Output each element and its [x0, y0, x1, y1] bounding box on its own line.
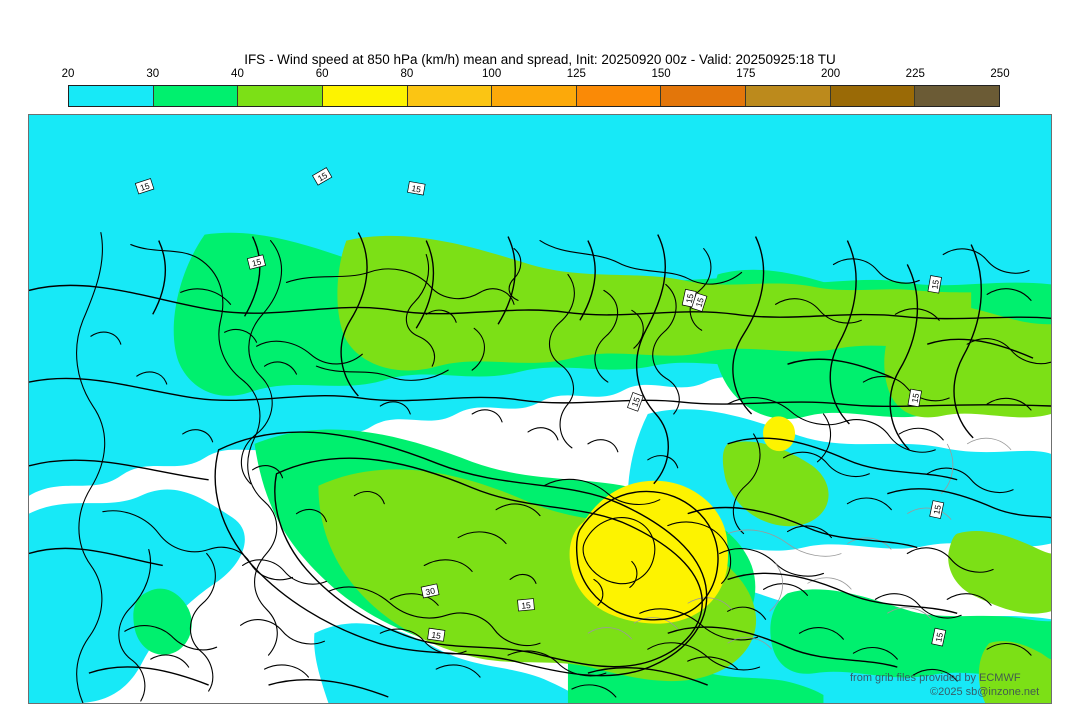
svg-text:15: 15 — [929, 279, 941, 290]
colorbar-tick-30: 30 — [146, 68, 160, 80]
svg-text:15: 15 — [693, 296, 706, 308]
colorbar-tick-150: 150 — [651, 68, 671, 80]
svg-text:15: 15 — [521, 600, 532, 611]
colorbar-segment-100-125 — [492, 86, 577, 106]
svg-text:15: 15 — [629, 396, 642, 409]
colorbar-segment-125-150 — [576, 86, 662, 106]
colorbar-segment-20-30 — [69, 86, 154, 106]
colorbar-segment-40-60 — [238, 86, 323, 106]
colorbar-tick-60: 60 — [315, 68, 329, 80]
colorbar-segment-175-200 — [746, 86, 831, 106]
colorbar-tick-175: 175 — [736, 68, 756, 80]
country-borders — [587, 437, 1012, 650]
svg-text:15: 15 — [139, 180, 151, 193]
fill-band-40-60 — [318, 235, 1051, 703]
svg-text:15: 15 — [684, 292, 696, 304]
colorbar-tick-80: 80 — [400, 68, 414, 80]
colorbar-tick-100: 100 — [482, 68, 502, 80]
svg-text:15: 15 — [931, 504, 943, 516]
colorbar-tick-225: 225 — [905, 68, 925, 80]
colorbar-tick-40: 40 — [231, 68, 244, 80]
colorbar-segment-200-225 — [830, 86, 916, 106]
credit-source: from grib files provided by ECMWF — [850, 672, 1021, 684]
colorbar-segment-150-175 — [661, 86, 747, 106]
svg-text:15: 15 — [411, 183, 422, 195]
credit-copyright: ©2025 sb@inzone.net — [930, 686, 1040, 698]
svg-text:30: 30 — [425, 585, 437, 597]
svg-text:15: 15 — [251, 256, 263, 268]
colorbar-segment-80-100 — [407, 86, 493, 106]
colorbar-segment-60-80 — [322, 86, 408, 106]
wind-speed-map: 30 15 15 15 — [29, 115, 1051, 703]
colorbar: 20 30 40 60 80 100 125 150 175 200 225 250 — [62, 68, 1010, 107]
colorbar-swatches — [68, 85, 1000, 107]
contour-labels: 30 15 15 15 — [134, 167, 947, 647]
spread-contours — [29, 232, 1051, 698]
chart-title: IFS - Wind speed at 850 hPa (km/h) mean … — [244, 52, 836, 67]
svg-text:15: 15 — [910, 392, 922, 403]
colorbar-tick-125: 125 — [566, 68, 586, 80]
colorbar-segment-225-250 — [915, 86, 1000, 106]
colorbar-tick-20: 20 — [61, 68, 75, 80]
coastlines — [76, 232, 1051, 703]
fill-band-60-80 — [569, 416, 796, 624]
svg-text:15: 15 — [933, 631, 945, 643]
colorbar-tick-200: 200 — [820, 68, 841, 80]
map-panel[interactable]: 30 15 15 15 — [28, 114, 1052, 704]
colorbar-tick-labels: 20 30 40 60 80 100 125 150 175 200 225 250 — [62, 68, 1010, 83]
colorbar-segment-30-40 — [153, 86, 239, 106]
colorbar-tick-250: 250 — [990, 68, 1010, 80]
svg-text:15: 15 — [431, 630, 442, 641]
